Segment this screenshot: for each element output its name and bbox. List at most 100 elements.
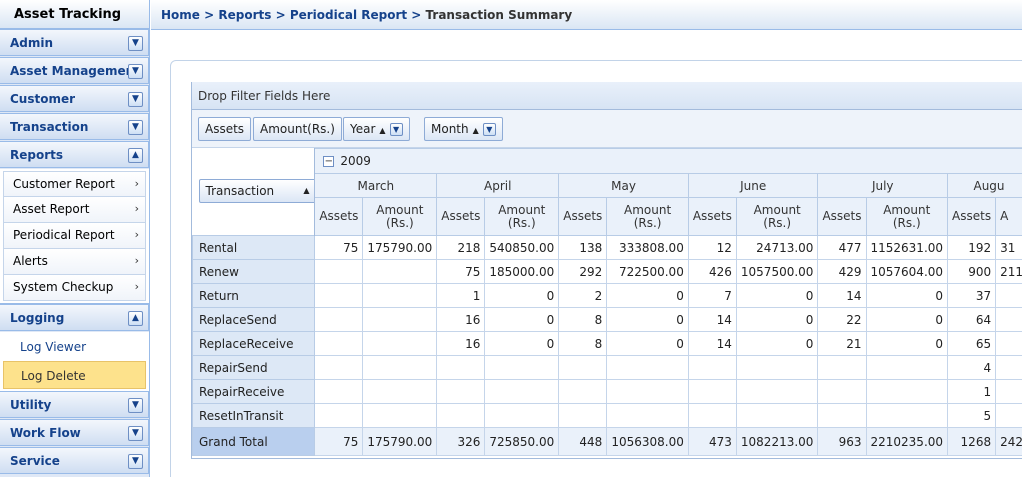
row-header[interactable]: Return bbox=[192, 283, 316, 308]
table-cell: 192 bbox=[947, 235, 997, 260]
menu-asset-management[interactable]: Asset Management ▼ bbox=[0, 57, 149, 84]
sort-ascending-icon: ▲ bbox=[472, 126, 479, 135]
minus-icon[interactable]: − bbox=[323, 156, 335, 167]
table-cell: 292 bbox=[558, 259, 608, 284]
table-cell bbox=[436, 379, 486, 404]
table-cell bbox=[735, 403, 819, 428]
table-cell: 64 bbox=[947, 307, 997, 332]
menu-utility[interactable]: Utility ▼ bbox=[0, 391, 149, 418]
table-cell bbox=[314, 307, 364, 332]
sidebar-item-periodical-report[interactable]: Periodical Report › bbox=[3, 223, 146, 249]
month-header-row: March April May June July Augu bbox=[193, 173, 1022, 198]
table-cell: 8 bbox=[558, 331, 608, 356]
menu-transaction[interactable]: Transaction ▼ bbox=[0, 113, 149, 140]
table-cell: 1056308.00 bbox=[606, 427, 689, 456]
field-month[interactable]: Month ▲ ▼ bbox=[424, 117, 503, 141]
breadcrumb-home[interactable]: Home bbox=[161, 8, 200, 22]
table-cell: 473 bbox=[687, 427, 737, 456]
table-cell: 21 bbox=[817, 331, 867, 356]
chevron-down-icon[interactable]: ▼ bbox=[128, 36, 143, 51]
month-header[interactable]: May bbox=[558, 173, 689, 198]
table-cell bbox=[865, 355, 949, 380]
year-header[interactable]: −2009 bbox=[314, 148, 1022, 174]
chevron-right-icon: › bbox=[134, 177, 139, 190]
table-cell: 8 bbox=[558, 307, 608, 332]
table-cell bbox=[362, 307, 438, 332]
table-cell: 0 bbox=[735, 283, 819, 308]
menu-asset-management-label: Asset Management bbox=[10, 64, 140, 78]
table-cell: 16 bbox=[436, 307, 486, 332]
breadcrumb-reports[interactable]: Reports bbox=[218, 8, 272, 22]
row-header[interactable]: Rental bbox=[192, 235, 316, 260]
table-cell: 16 bbox=[436, 331, 486, 356]
table-cell bbox=[995, 331, 1022, 356]
row-header[interactable]: ReplaceSend bbox=[192, 307, 316, 332]
table-cell: 2210235.00 bbox=[865, 427, 949, 456]
menu-reports[interactable]: Reports ▲ bbox=[0, 141, 149, 168]
row-header[interactable]: RepairSend bbox=[192, 355, 316, 380]
table-cell: 12 bbox=[687, 235, 737, 260]
field-amount[interactable]: Amount(Rs.) bbox=[253, 117, 342, 141]
table-cell bbox=[436, 403, 486, 428]
menu-logging[interactable]: Logging ▲ bbox=[0, 304, 149, 331]
sort-ascending-icon: ▲ bbox=[379, 126, 386, 135]
breadcrumb-separator: > bbox=[275, 8, 286, 22]
sidebar-item-alerts[interactable]: Alerts › bbox=[3, 249, 146, 275]
table-cell: 0 bbox=[735, 331, 819, 356]
month-header[interactable]: July bbox=[817, 173, 949, 198]
sidebar-item-log-delete[interactable]: Log Delete bbox=[3, 361, 146, 389]
month-header[interactable]: Augu bbox=[947, 173, 1022, 198]
filter-dropdown-icon[interactable]: ▼ bbox=[482, 123, 496, 136]
breadcrumb-current: Transaction Summary bbox=[425, 8, 573, 22]
subheader-row: Assets Amount (Rs.) Assets Amount (Rs.) Assets… bbox=[193, 197, 1022, 236]
table-cell bbox=[314, 331, 364, 356]
table-cell: 448 bbox=[558, 427, 608, 456]
year-header-row: Transaction▲▼ −2009 bbox=[192, 148, 1022, 236]
menu-work-flow[interactable]: Work Flow ▼ bbox=[0, 419, 149, 446]
chevron-up-icon[interactable]: ▲ bbox=[128, 311, 143, 326]
sidebar-item-asset-report[interactable]: Asset Report › bbox=[3, 197, 146, 223]
chevron-down-icon[interactable]: ▼ bbox=[128, 64, 143, 79]
row-header[interactable]: ResetInTransit bbox=[192, 403, 316, 428]
filter-drop-area[interactable]: Drop Filter Fields Here bbox=[192, 82, 1022, 110]
sidebar-item-log-viewer[interactable]: Log Viewer bbox=[20, 340, 87, 354]
subheader-assets: Assets bbox=[314, 197, 364, 236]
row-header[interactable]: RepairReceive bbox=[192, 379, 316, 404]
subheader-amount-line2: (Rs.) bbox=[892, 215, 921, 230]
field-year[interactable]: Year ▲ ▼ bbox=[343, 117, 410, 141]
breadcrumb-periodical-report[interactable]: Periodical Report bbox=[289, 8, 408, 22]
table-cell bbox=[362, 283, 438, 308]
table-cell bbox=[436, 355, 486, 380]
month-header[interactable]: March bbox=[314, 173, 438, 198]
field-transaction[interactable]: Transaction▲▼ bbox=[198, 178, 314, 203]
subheader-amount-line2: (Rs.) bbox=[763, 215, 792, 230]
field-assets[interactable]: Assets bbox=[198, 117, 252, 141]
month-header[interactable]: June bbox=[687, 173, 819, 198]
sidebar-item-customer-report[interactable]: Customer Report › bbox=[3, 171, 146, 197]
grand-total-row: Grand Total 75 175790.00 326 725850.00 448 105… bbox=[192, 427, 1022, 456]
field-transaction-label: Transaction bbox=[205, 183, 275, 198]
table-cell: 0 bbox=[484, 331, 560, 356]
table-cell bbox=[817, 379, 867, 404]
table-cell: 175790.00 bbox=[362, 235, 438, 260]
chevron-down-icon[interactable]: ▼ bbox=[128, 398, 143, 413]
chevron-down-icon[interactable]: ▼ bbox=[128, 120, 143, 135]
table-cell: 0 bbox=[865, 283, 949, 308]
chevron-down-icon[interactable]: ▼ bbox=[128, 454, 143, 469]
menu-admin[interactable]: Admin ▼ bbox=[0, 29, 149, 56]
chevron-down-icon[interactable]: ▼ bbox=[128, 426, 143, 441]
sidebar-item-system-checkup[interactable]: System Checkup › bbox=[3, 275, 146, 301]
row-header[interactable]: Grand Total bbox=[192, 427, 316, 456]
table-cell: 2 bbox=[558, 283, 608, 308]
row-header[interactable]: ReplaceReceive bbox=[192, 331, 316, 356]
table-row: ResetInTransit 5 bbox=[192, 403, 1022, 428]
field-header-row: Assets Amount(Rs.) Year ▲ ▼ Month ▲ ▼ bbox=[192, 110, 1022, 148]
row-header[interactable]: Renew bbox=[192, 259, 316, 284]
month-header[interactable]: April bbox=[436, 173, 560, 198]
chevron-down-icon[interactable]: ▼ bbox=[128, 92, 143, 107]
menu-service[interactable]: Service ▼ bbox=[0, 447, 149, 474]
menu-customer[interactable]: Customer ▼ bbox=[0, 85, 149, 112]
table-cell: 37 bbox=[947, 283, 997, 308]
filter-dropdown-icon[interactable]: ▼ bbox=[389, 123, 403, 136]
chevron-up-icon[interactable]: ▲ bbox=[128, 148, 143, 163]
